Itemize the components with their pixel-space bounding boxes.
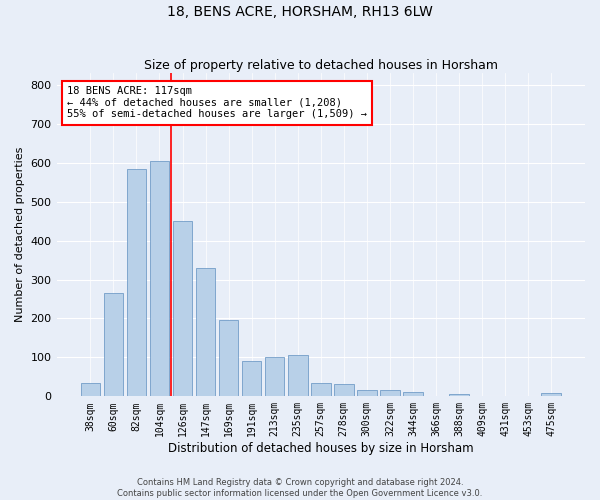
Bar bbox=[380, 390, 400, 396]
Bar bbox=[449, 394, 469, 396]
Bar bbox=[403, 392, 423, 396]
Bar bbox=[311, 382, 331, 396]
Bar bbox=[219, 320, 238, 396]
Bar bbox=[80, 382, 100, 396]
Bar bbox=[334, 384, 353, 396]
Bar bbox=[173, 221, 193, 396]
Bar bbox=[149, 161, 169, 396]
Bar bbox=[196, 268, 215, 396]
Bar bbox=[541, 393, 561, 396]
Text: 18, BENS ACRE, HORSHAM, RH13 6LW: 18, BENS ACRE, HORSHAM, RH13 6LW bbox=[167, 5, 433, 19]
Bar bbox=[357, 390, 377, 396]
Y-axis label: Number of detached properties: Number of detached properties bbox=[15, 147, 25, 322]
Bar bbox=[265, 358, 284, 397]
Bar bbox=[104, 293, 123, 397]
Bar bbox=[242, 362, 262, 396]
Text: 18 BENS ACRE: 117sqm
← 44% of detached houses are smaller (1,208)
55% of semi-de: 18 BENS ACRE: 117sqm ← 44% of detached h… bbox=[67, 86, 367, 120]
Text: Contains HM Land Registry data © Crown copyright and database right 2024.
Contai: Contains HM Land Registry data © Crown c… bbox=[118, 478, 482, 498]
Bar bbox=[288, 356, 308, 397]
Title: Size of property relative to detached houses in Horsham: Size of property relative to detached ho… bbox=[144, 59, 498, 72]
X-axis label: Distribution of detached houses by size in Horsham: Distribution of detached houses by size … bbox=[168, 442, 473, 455]
Bar bbox=[127, 168, 146, 396]
